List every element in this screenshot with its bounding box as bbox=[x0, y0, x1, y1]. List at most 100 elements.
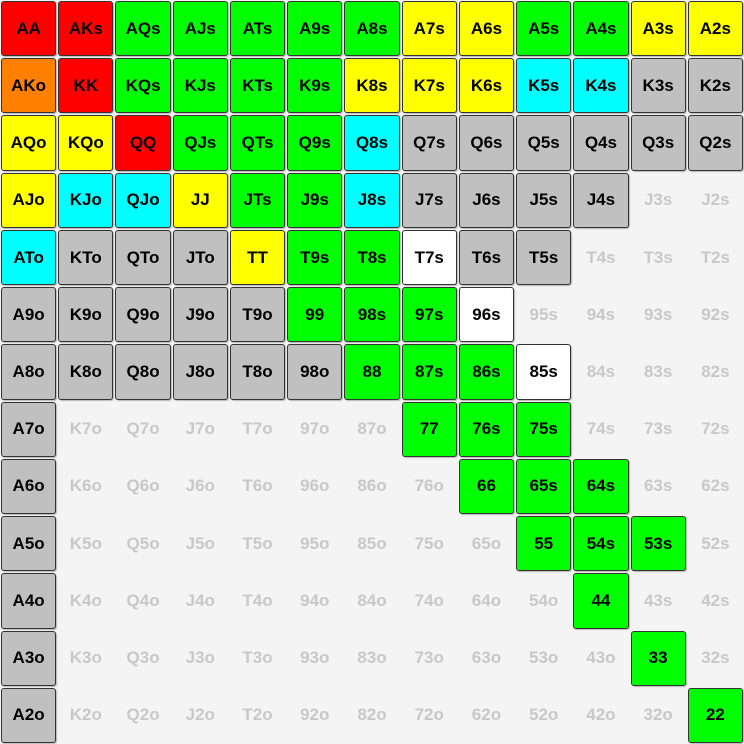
hand-cell-j3s[interactable]: J3s bbox=[630, 172, 686, 228]
hand-cell-98o[interactable]: 98o bbox=[287, 344, 343, 400]
hand-cell-97o[interactable]: 97o bbox=[287, 401, 343, 457]
hand-cell-t2s[interactable]: T2s bbox=[687, 229, 743, 286]
hand-cell-k5s[interactable]: K5s bbox=[516, 58, 572, 114]
hand-cell-73s[interactable]: 73s bbox=[630, 401, 686, 457]
hand-cell-a2o[interactable]: A2o bbox=[1, 687, 57, 743]
hand-cell-t4o[interactable]: T4o bbox=[229, 573, 286, 629]
hand-cell-42o[interactable]: 42o bbox=[573, 687, 629, 743]
hand-cell-a5s[interactable]: A5s bbox=[516, 1, 572, 57]
hand-cell-93o[interactable]: 93o bbox=[287, 630, 343, 686]
hand-cell-a7o[interactable]: A7o bbox=[1, 401, 57, 457]
hand-cell-65o[interactable]: 65o bbox=[458, 516, 515, 572]
hand-cell-t6s[interactable]: T6s bbox=[458, 229, 515, 286]
hand-cell-64o[interactable]: 64o bbox=[458, 573, 515, 629]
hand-cell-j8o[interactable]: J8o bbox=[172, 344, 228, 400]
hand-cell-62o[interactable]: 62o bbox=[458, 687, 515, 743]
hand-cell-tt[interactable]: TT bbox=[229, 229, 286, 286]
hand-cell-k6s[interactable]: K6s bbox=[458, 58, 515, 114]
hand-cell-kqo[interactable]: KQo bbox=[58, 115, 114, 171]
hand-cell-k7o[interactable]: K7o bbox=[58, 401, 114, 457]
hand-cell-a4o[interactable]: A4o bbox=[1, 573, 57, 629]
hand-cell-32o[interactable]: 32o bbox=[630, 687, 686, 743]
hand-cell-k9s[interactable]: K9s bbox=[287, 58, 343, 114]
hand-cell-q4s[interactable]: Q4s bbox=[573, 115, 629, 171]
hand-cell-j9o[interactable]: J9o bbox=[172, 287, 228, 343]
hand-cell-96o[interactable]: 96o bbox=[287, 458, 343, 515]
hand-cell-53o[interactable]: 53o bbox=[516, 630, 572, 686]
hand-cell-74o[interactable]: 74o bbox=[401, 573, 457, 629]
hand-cell-t6o[interactable]: T6o bbox=[229, 458, 286, 515]
hand-cell-k9o[interactable]: K9o bbox=[58, 287, 114, 343]
hand-cell-73o[interactable]: 73o bbox=[401, 630, 457, 686]
hand-cell-kts[interactable]: KTs bbox=[229, 58, 286, 114]
hand-cell-ako[interactable]: AKo bbox=[1, 58, 57, 114]
hand-cell-42s[interactable]: 42s bbox=[687, 573, 743, 629]
hand-cell-k4s[interactable]: K4s bbox=[573, 58, 629, 114]
hand-cell-88[interactable]: 88 bbox=[344, 344, 400, 400]
hand-cell-j6s[interactable]: J6s bbox=[458, 172, 515, 228]
hand-cell-a9s[interactable]: A9s bbox=[287, 1, 343, 57]
hand-cell-t9s[interactable]: T9s bbox=[287, 229, 343, 286]
hand-cell-q7o[interactable]: Q7o bbox=[115, 401, 171, 457]
hand-cell-j5o[interactable]: J5o bbox=[172, 516, 228, 572]
hand-cell-q2o[interactable]: Q2o bbox=[115, 687, 171, 743]
hand-cell-75o[interactable]: 75o bbox=[401, 516, 457, 572]
hand-cell-98s[interactable]: 98s bbox=[344, 287, 400, 343]
hand-cell-92s[interactable]: 92s bbox=[687, 287, 743, 343]
hand-cell-a6s[interactable]: A6s bbox=[458, 1, 515, 57]
hand-cell-92o[interactable]: 92o bbox=[287, 687, 343, 743]
hand-cell-aks[interactable]: AKs bbox=[58, 1, 114, 57]
hand-cell-k3s[interactable]: K3s bbox=[630, 58, 686, 114]
hand-cell-aqs[interactable]: AQs bbox=[115, 1, 171, 57]
hand-cell-75s[interactable]: 75s bbox=[516, 401, 572, 457]
hand-cell-64s[interactable]: 64s bbox=[573, 458, 629, 515]
hand-cell-q7s[interactable]: Q7s bbox=[401, 115, 457, 171]
hand-cell-55[interactable]: 55 bbox=[516, 516, 572, 572]
hand-cell-t5o[interactable]: T5o bbox=[229, 516, 286, 572]
hand-cell-83s[interactable]: 83s bbox=[630, 344, 686, 400]
hand-cell-jts[interactable]: JTs bbox=[229, 172, 286, 228]
hand-cell-a3o[interactable]: A3o bbox=[1, 630, 57, 686]
hand-cell-93s[interactable]: 93s bbox=[630, 287, 686, 343]
hand-cell-j7s[interactable]: J7s bbox=[401, 172, 457, 228]
hand-cell-95o[interactable]: 95o bbox=[287, 516, 343, 572]
hand-cell-76o[interactable]: 76o bbox=[401, 458, 457, 515]
hand-cell-84s[interactable]: 84s bbox=[573, 344, 629, 400]
hand-cell-qjs[interactable]: QJs bbox=[172, 115, 228, 171]
hand-cell-65s[interactable]: 65s bbox=[516, 458, 572, 515]
hand-cell-t2o[interactable]: T2o bbox=[229, 687, 286, 743]
hand-cell-j6o[interactable]: J6o bbox=[172, 458, 228, 515]
hand-cell-k8o[interactable]: K8o bbox=[58, 344, 114, 400]
hand-cell-kjs[interactable]: KJs bbox=[172, 58, 228, 114]
hand-cell-k2o[interactable]: K2o bbox=[58, 687, 114, 743]
hand-cell-32s[interactable]: 32s bbox=[687, 630, 743, 686]
hand-cell-j2s[interactable]: J2s bbox=[687, 172, 743, 228]
hand-cell-t3o[interactable]: T3o bbox=[229, 630, 286, 686]
hand-cell-aa[interactable]: AA bbox=[1, 1, 57, 57]
hand-cell-q5o[interactable]: Q5o bbox=[115, 516, 171, 572]
hand-cell-52s[interactable]: 52s bbox=[687, 516, 743, 572]
hand-cell-84o[interactable]: 84o bbox=[344, 573, 400, 629]
hand-cell-q8s[interactable]: Q8s bbox=[344, 115, 400, 171]
hand-cell-54o[interactable]: 54o bbox=[516, 573, 572, 629]
hand-cell-kk[interactable]: KK bbox=[58, 58, 114, 114]
hand-cell-t3s[interactable]: T3s bbox=[630, 229, 686, 286]
hand-cell-q5s[interactable]: Q5s bbox=[516, 115, 572, 171]
hand-cell-94o[interactable]: 94o bbox=[287, 573, 343, 629]
hand-cell-a2s[interactable]: A2s bbox=[687, 1, 743, 57]
hand-cell-k6o[interactable]: K6o bbox=[58, 458, 114, 515]
hand-cell-jj[interactable]: JJ bbox=[172, 172, 228, 228]
hand-cell-t8o[interactable]: T8o bbox=[229, 344, 286, 400]
hand-cell-q3s[interactable]: Q3s bbox=[630, 115, 686, 171]
hand-cell-j3o[interactable]: J3o bbox=[172, 630, 228, 686]
hand-cell-52o[interactable]: 52o bbox=[516, 687, 572, 743]
hand-cell-t9o[interactable]: T9o bbox=[229, 287, 286, 343]
hand-cell-86s[interactable]: 86s bbox=[458, 344, 515, 400]
hand-cell-97s[interactable]: 97s bbox=[401, 287, 457, 343]
hand-cell-33[interactable]: 33 bbox=[630, 630, 686, 686]
hand-cell-k2s[interactable]: K2s bbox=[687, 58, 743, 114]
hand-cell-53s[interactable]: 53s bbox=[630, 516, 686, 572]
hand-cell-ajo[interactable]: AJo bbox=[1, 172, 57, 228]
hand-cell-62s[interactable]: 62s bbox=[687, 458, 743, 515]
hand-cell-k7s[interactable]: K7s bbox=[401, 58, 457, 114]
